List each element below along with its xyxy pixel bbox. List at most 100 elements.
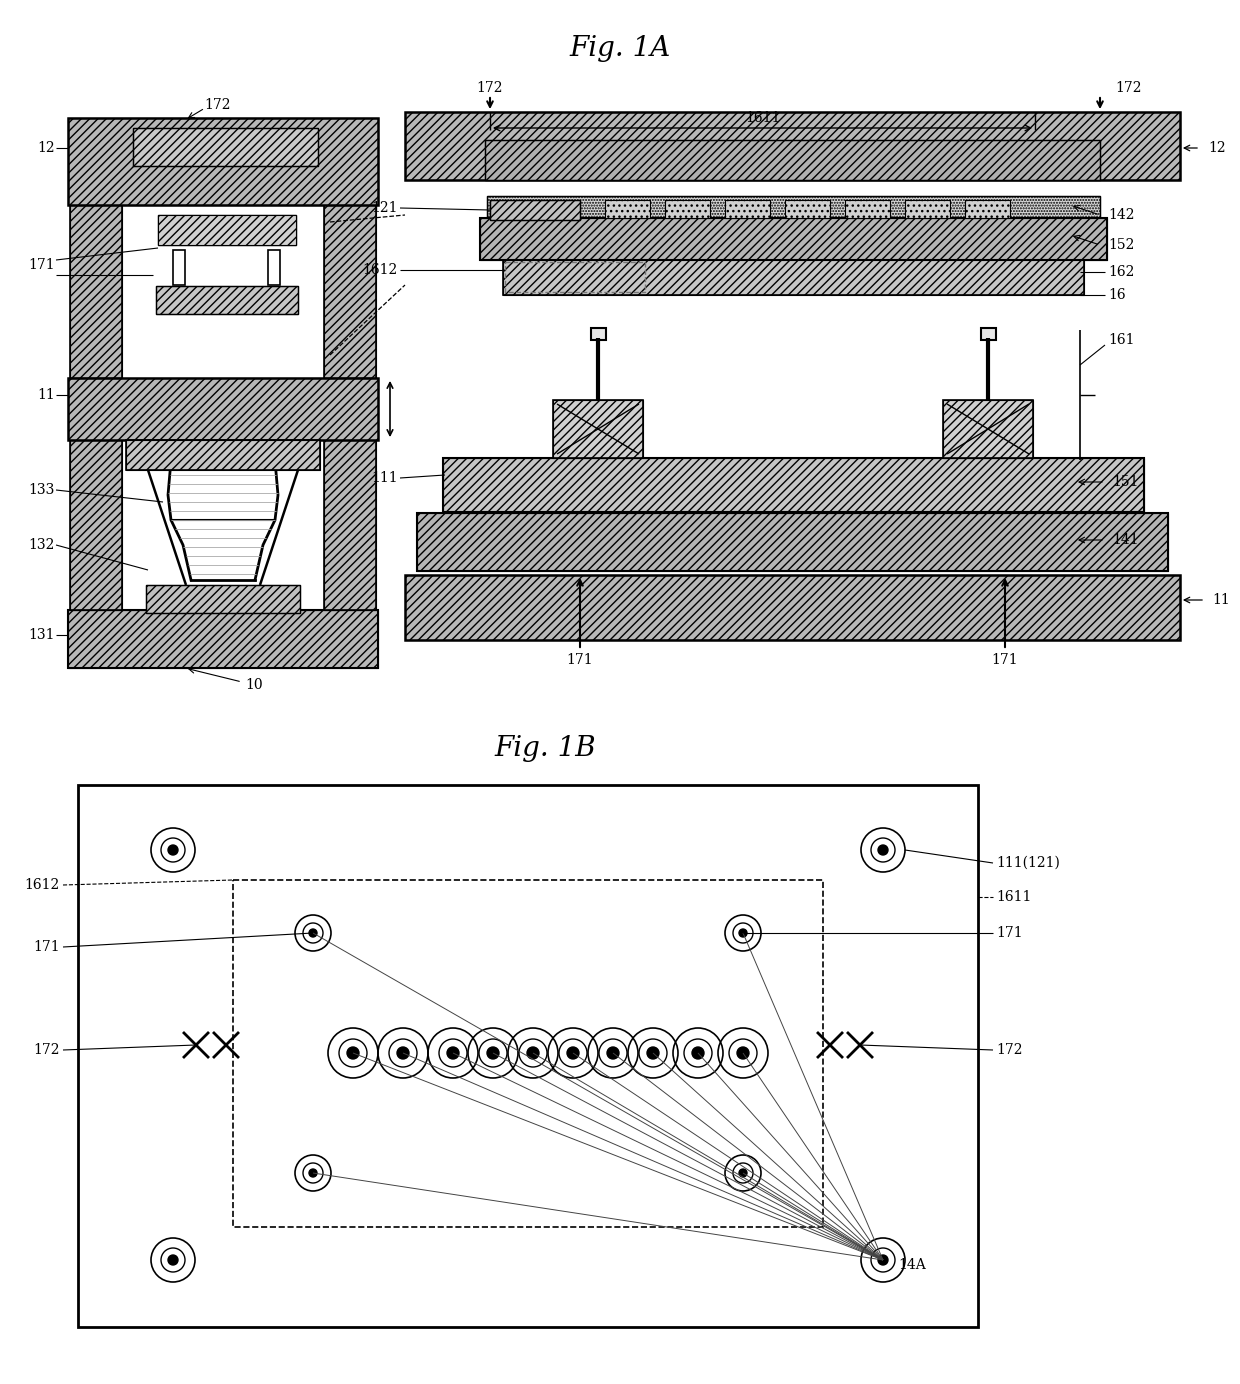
Bar xyxy=(480,219,1107,260)
Bar xyxy=(69,440,122,610)
Circle shape xyxy=(167,846,179,855)
Circle shape xyxy=(567,1048,579,1059)
Text: 111: 111 xyxy=(371,471,398,484)
Text: 172: 172 xyxy=(33,1044,60,1057)
Text: 12: 12 xyxy=(37,141,55,155)
Text: Fig. 1B: Fig. 1B xyxy=(495,735,595,761)
Text: 133: 133 xyxy=(29,483,55,497)
Bar xyxy=(68,378,378,440)
Bar xyxy=(126,440,320,471)
Bar xyxy=(553,400,644,458)
Bar xyxy=(268,251,280,285)
Bar xyxy=(942,400,1033,458)
Bar xyxy=(844,201,890,219)
Circle shape xyxy=(527,1048,539,1059)
Text: 152: 152 xyxy=(1109,238,1135,252)
Bar xyxy=(905,201,950,219)
Bar xyxy=(725,201,770,219)
Text: 171: 171 xyxy=(567,653,593,667)
Circle shape xyxy=(608,1048,619,1059)
Bar xyxy=(68,118,378,205)
Bar xyxy=(503,260,1084,295)
Text: 14A: 14A xyxy=(898,1258,926,1272)
Text: 10: 10 xyxy=(246,678,263,692)
Circle shape xyxy=(347,1048,360,1059)
Text: 172: 172 xyxy=(205,98,231,112)
Bar xyxy=(487,197,1100,219)
Bar xyxy=(553,400,644,458)
Text: 11: 11 xyxy=(37,388,55,401)
Bar xyxy=(942,400,1033,458)
Bar xyxy=(490,201,580,220)
Bar xyxy=(68,610,378,668)
Bar xyxy=(405,112,1180,180)
Text: Fig. 1A: Fig. 1A xyxy=(569,35,671,61)
Bar xyxy=(785,201,830,219)
Circle shape xyxy=(647,1048,658,1059)
Circle shape xyxy=(309,1169,317,1176)
Text: 121: 121 xyxy=(372,201,398,215)
Bar xyxy=(68,118,378,205)
Text: 1612: 1612 xyxy=(363,263,398,277)
Bar xyxy=(503,260,1084,295)
Bar xyxy=(417,513,1168,572)
Bar xyxy=(505,262,645,292)
Text: 131: 131 xyxy=(29,628,55,642)
Bar xyxy=(156,286,298,314)
Bar xyxy=(405,574,1180,639)
Bar xyxy=(965,201,1011,219)
Bar xyxy=(490,201,580,220)
Bar xyxy=(233,880,823,1228)
Bar xyxy=(157,215,296,245)
Text: 171: 171 xyxy=(33,940,60,954)
Text: 1612: 1612 xyxy=(25,877,60,893)
Bar xyxy=(69,205,122,378)
Text: 1611: 1611 xyxy=(996,890,1032,904)
Bar xyxy=(965,201,1011,219)
Bar xyxy=(405,574,1180,639)
Bar xyxy=(665,201,711,219)
Bar xyxy=(324,440,376,610)
Circle shape xyxy=(878,1255,888,1265)
Circle shape xyxy=(487,1048,498,1059)
Circle shape xyxy=(739,929,746,937)
Bar xyxy=(443,458,1145,512)
Bar xyxy=(133,127,317,166)
Bar xyxy=(69,205,122,378)
Bar xyxy=(78,785,978,1327)
Bar xyxy=(146,585,300,613)
Circle shape xyxy=(446,1048,459,1059)
Bar xyxy=(324,440,376,610)
Text: 132: 132 xyxy=(29,538,55,552)
Bar xyxy=(480,219,1107,260)
Bar xyxy=(725,201,770,219)
Text: 12: 12 xyxy=(1208,141,1225,155)
Bar xyxy=(443,458,1145,512)
Bar xyxy=(69,440,122,610)
Bar xyxy=(324,205,376,378)
Bar xyxy=(146,585,300,613)
Bar xyxy=(591,328,606,340)
Bar xyxy=(133,127,317,166)
Bar xyxy=(487,197,1100,219)
Circle shape xyxy=(397,1048,409,1059)
Circle shape xyxy=(878,846,888,855)
Text: 11: 11 xyxy=(1211,592,1230,608)
Bar xyxy=(905,201,950,219)
Bar xyxy=(68,610,378,668)
Bar xyxy=(68,378,378,440)
Text: 16: 16 xyxy=(1109,288,1126,302)
Bar xyxy=(485,140,1100,180)
Text: 142: 142 xyxy=(1109,208,1135,221)
Circle shape xyxy=(167,1255,179,1265)
Text: 111(121): 111(121) xyxy=(996,855,1060,871)
Text: 161: 161 xyxy=(1109,334,1135,347)
Text: 172: 172 xyxy=(1115,82,1142,95)
Circle shape xyxy=(309,929,317,937)
Bar xyxy=(405,112,1180,180)
Text: 172: 172 xyxy=(996,1044,1023,1057)
Bar xyxy=(605,201,650,219)
Text: 1611: 1611 xyxy=(745,111,781,125)
Bar xyxy=(417,513,1168,572)
Circle shape xyxy=(737,1048,749,1059)
